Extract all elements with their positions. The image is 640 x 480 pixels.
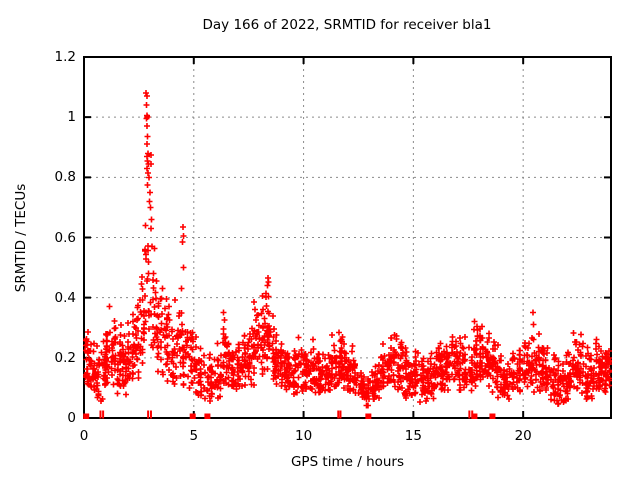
zero-mark-square <box>489 413 496 419</box>
x-tick-label: 15 <box>404 428 422 444</box>
y-tick-label: 1.2 <box>54 49 76 65</box>
x-tick-label: 0 <box>79 428 89 444</box>
zero-mark-tick <box>149 410 152 419</box>
scatter-markers <box>83 90 612 409</box>
zero-mark-square <box>83 413 90 419</box>
y-tick-label: 0.8 <box>54 169 76 186</box>
grid-line-path <box>84 57 611 418</box>
y-tick-label: 0.6 <box>54 229 76 246</box>
x-tick-label: 10 <box>294 428 313 444</box>
zero-axis-marks <box>83 410 496 419</box>
zero-mark-square <box>471 413 478 419</box>
y-tick-label: 0 <box>67 410 76 426</box>
grid-lines <box>84 57 611 418</box>
x-tick-label: 20 <box>514 428 532 444</box>
y-tick-label: 1 <box>67 109 76 126</box>
zero-mark-square <box>189 413 196 419</box>
zero-mark-square <box>365 413 372 419</box>
zero-mark-square <box>204 413 211 419</box>
zero-mark-tick <box>102 410 105 419</box>
x-axis-label: GPS time / hours <box>290 454 405 470</box>
zero-mark-tick <box>147 410 150 419</box>
zero-mark-tick <box>339 410 342 419</box>
zero-mark-tick <box>337 410 340 419</box>
y-tick-label: 0.4 <box>54 289 76 306</box>
zero-mark-tick <box>468 410 471 419</box>
y-tick-label: 0.2 <box>54 349 76 366</box>
zero-mark-tick <box>99 410 102 419</box>
chart-title: Day 166 of 2022, SRMTID for receiver bla… <box>202 17 492 33</box>
x-tick-label: 5 <box>189 428 199 444</box>
